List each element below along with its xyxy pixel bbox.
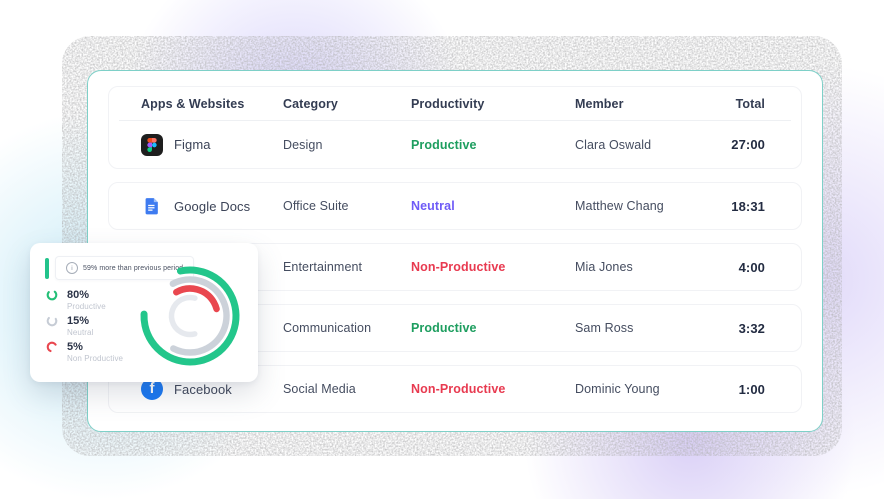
legend-value: 5%	[67, 341, 83, 353]
total-cell: 3:32	[738, 320, 765, 336]
category-cell: Design	[283, 137, 323, 152]
table-row-box: f Facebook Social Media Non-Productive D…	[108, 365, 802, 413]
trend-note-text: 59% more than previous period	[83, 264, 184, 272]
total-cell: 27:00	[731, 137, 765, 152]
total-cell: 1:00	[738, 381, 765, 397]
member-cell: Dominic Young	[575, 382, 660, 396]
productivity-badge: Productive	[411, 321, 477, 335]
table-row[interactable]: Communication Productive Sam Ross 3:32	[109, 305, 801, 351]
category-cell: Office Suite	[283, 199, 349, 213]
google-docs-icon	[141, 195, 163, 217]
category-cell: Communication	[283, 321, 372, 335]
legend-label: Productive	[67, 302, 106, 311]
total-cell: 18:31	[731, 198, 765, 214]
table-row[interactable]: Entertainment Non-Productive Mia Jones 4…	[109, 244, 801, 290]
info-icon	[66, 262, 78, 274]
member-cell: Clara Oswald	[575, 137, 652, 152]
productivity-badge: Non-Productive	[411, 382, 506, 396]
member-cell: Sam Ross	[575, 321, 634, 335]
header-divider	[119, 120, 791, 121]
app-name: Facebook	[174, 381, 232, 397]
table-row[interactable]: Figma Design Productive Clara Oswald 27:…	[109, 121, 801, 168]
legend-item-neutral: 15% Neutral	[46, 315, 123, 337]
productive-arc-icon	[46, 289, 58, 301]
legend-value: 80%	[67, 289, 90, 301]
total-cell: 4:00	[738, 259, 765, 275]
table-row[interactable]: Google Docs Office Suite Neutral Matthew…	[109, 183, 801, 229]
productivity-badge: Neutral	[411, 199, 455, 213]
chart-legend: 80% Productive 15% Neutral 5%	[46, 289, 123, 367]
legend-label: Neutral	[67, 328, 94, 337]
trend-note-box: 59% more than previous period	[55, 256, 195, 280]
col-header-apps: Apps & Websites	[141, 96, 245, 111]
productivity-badge: Non-Productive	[411, 260, 506, 274]
table-row-box: Google Docs Office Suite Neutral Matthew…	[108, 182, 802, 230]
productivity-radial-chart	[140, 266, 240, 366]
figma-icon	[141, 133, 163, 156]
accent-bar	[45, 257, 49, 279]
category-cell: Social Media	[283, 382, 356, 396]
category-cell: Entertainment	[283, 260, 363, 274]
col-header-productivity: Productivity	[411, 96, 485, 111]
table-header-row: Apps & Websites Category Productivity Me…	[109, 87, 801, 120]
col-header-member: Member	[575, 96, 624, 111]
non-productive-arc-icon	[46, 341, 58, 353]
col-header-category: Category	[283, 96, 338, 111]
legend-item-non-productive: 5% Non Productive	[46, 341, 123, 363]
neutral-arc-icon	[46, 315, 58, 327]
productivity-badge: Productive	[411, 137, 477, 152]
facebook-icon: f	[141, 378, 163, 400]
col-header-total: Total	[735, 96, 765, 111]
productivity-summary-card: 59% more than previous period 80% Produc…	[30, 243, 258, 382]
trend-note: 59% more than previous period	[45, 256, 195, 280]
member-cell: Mia Jones	[575, 260, 633, 274]
member-cell: Matthew Chang	[575, 199, 664, 213]
legend-label: Non Productive	[67, 354, 124, 363]
table-row[interactable]: f Facebook Social Media Non-Productive D…	[109, 366, 801, 412]
legend-value: 15%	[67, 315, 90, 327]
app-name: Google Docs	[174, 198, 251, 214]
app-name: Figma	[174, 137, 211, 152]
table-head-box: Apps & Websites Category Productivity Me…	[108, 86, 802, 169]
legend-item-productive: 80% Productive	[46, 289, 123, 311]
